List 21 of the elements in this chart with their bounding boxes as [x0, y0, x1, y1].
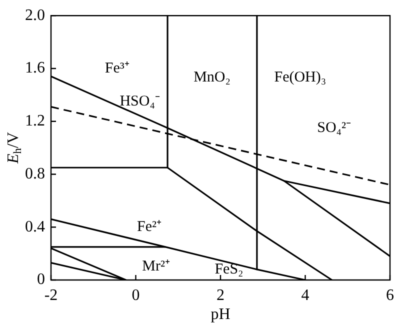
x-tick-label: 0 [132, 286, 140, 304]
annotation: Fe²⁺ [137, 219, 162, 236]
y-tick-label: 0 [37, 271, 45, 288]
annotation: Mr²⁺ [142, 258, 170, 275]
x-tick-label: -2 [44, 286, 58, 304]
x-tick-label: 6 [386, 286, 394, 304]
annotation: HSO₄⁻ [120, 93, 160, 110]
y-tick-label: 0.8 [25, 165, 45, 182]
y-tick-label: 1.6 [25, 60, 45, 77]
annotation: SO₄²⁻ [317, 120, 352, 136]
y-tick-label: 1.2 [25, 112, 45, 130]
annotation: Fe³⁺ [104, 60, 130, 76]
y-tick-label: 2.0 [25, 6, 45, 24]
y-axis-title: Eh/V [5, 132, 24, 164]
x-tick-label: 2 [216, 286, 224, 304]
x-tick-label: 4 [301, 286, 310, 304]
annotation: MnO₂ [194, 70, 230, 86]
annotation: Fe(OH)₃ [274, 70, 326, 86]
y-tick-label: 0.4 [25, 218, 45, 236]
annotation: FeS₂ [214, 261, 244, 278]
x-axis-title: pH [210, 306, 231, 324]
